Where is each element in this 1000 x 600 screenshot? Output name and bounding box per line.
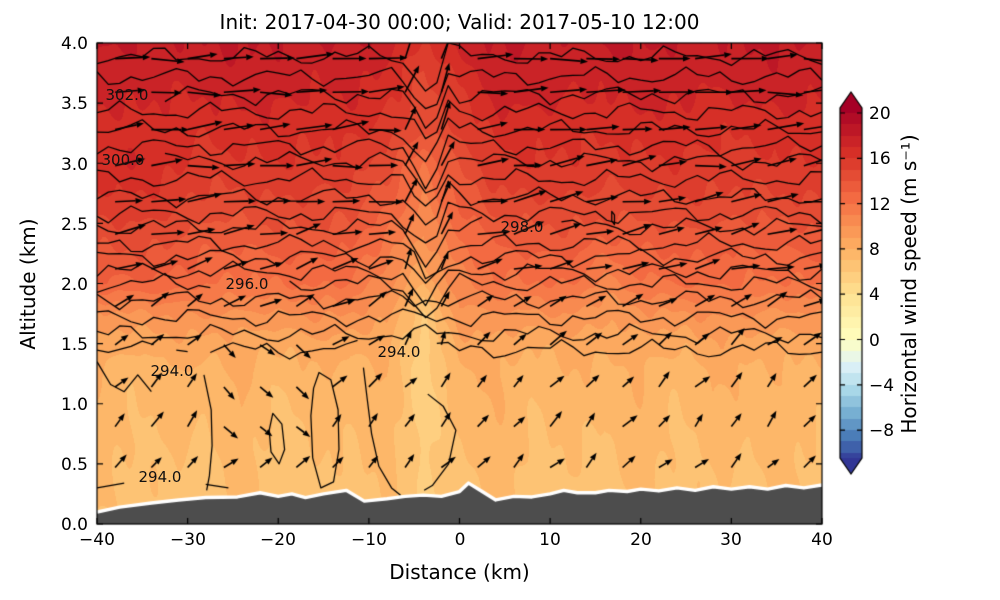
contour-label: 302.0 — [105, 86, 149, 104]
x-tick-label: −40 — [79, 530, 115, 550]
x-tick-label: 20 — [630, 530, 652, 550]
x-tick-label: 0 — [454, 530, 466, 550]
y-tick-label: 1.5 — [60, 335, 88, 355]
contour-label: 294.0 — [377, 343, 421, 361]
contour-label: 300.0 — [101, 151, 145, 169]
y-tick-label: 3.5 — [60, 94, 88, 114]
colorbar-tick-label: 4 — [869, 285, 880, 305]
y-tick-label: 4.0 — [60, 34, 88, 54]
contour-label: 298.0 — [500, 218, 544, 236]
y-tick-label: 1.0 — [60, 395, 88, 415]
y-tick-label: 0.0 — [60, 515, 88, 535]
colorbar-tick-label: −8 — [869, 421, 895, 441]
y-tick-label: 2.0 — [60, 275, 88, 295]
y-tick-label: 2.5 — [60, 215, 88, 235]
colorbar-tick-label: 8 — [869, 240, 880, 260]
contour-label: 294.0 — [150, 362, 194, 380]
y-tick-label: 3.0 — [60, 155, 88, 175]
colorbar-tick-label: −4 — [869, 376, 895, 396]
x-tick-label: −20 — [260, 530, 296, 550]
x-axis-label: Distance (km) — [389, 560, 530, 584]
x-tick-label: 10 — [539, 530, 561, 550]
colorbar-tick-label: 0 — [869, 331, 880, 351]
x-tick-label: −10 — [351, 530, 387, 550]
colorbar-tick-label: 16 — [869, 149, 891, 169]
x-tick-label: 30 — [720, 530, 742, 550]
colorbar-tick-label: 20 — [869, 104, 891, 124]
y-tick-label: 0.5 — [60, 455, 88, 475]
x-tick-label: 40 — [811, 530, 833, 550]
plot-title: Init: 2017-04-30 00:00; Valid: 2017-05-1… — [219, 10, 700, 34]
colorbar-tick-label: 12 — [869, 195, 891, 215]
x-tick-label: −30 — [170, 530, 206, 550]
contour-label: 296.0 — [225, 275, 269, 293]
contour-label: 294.0 — [138, 468, 182, 486]
